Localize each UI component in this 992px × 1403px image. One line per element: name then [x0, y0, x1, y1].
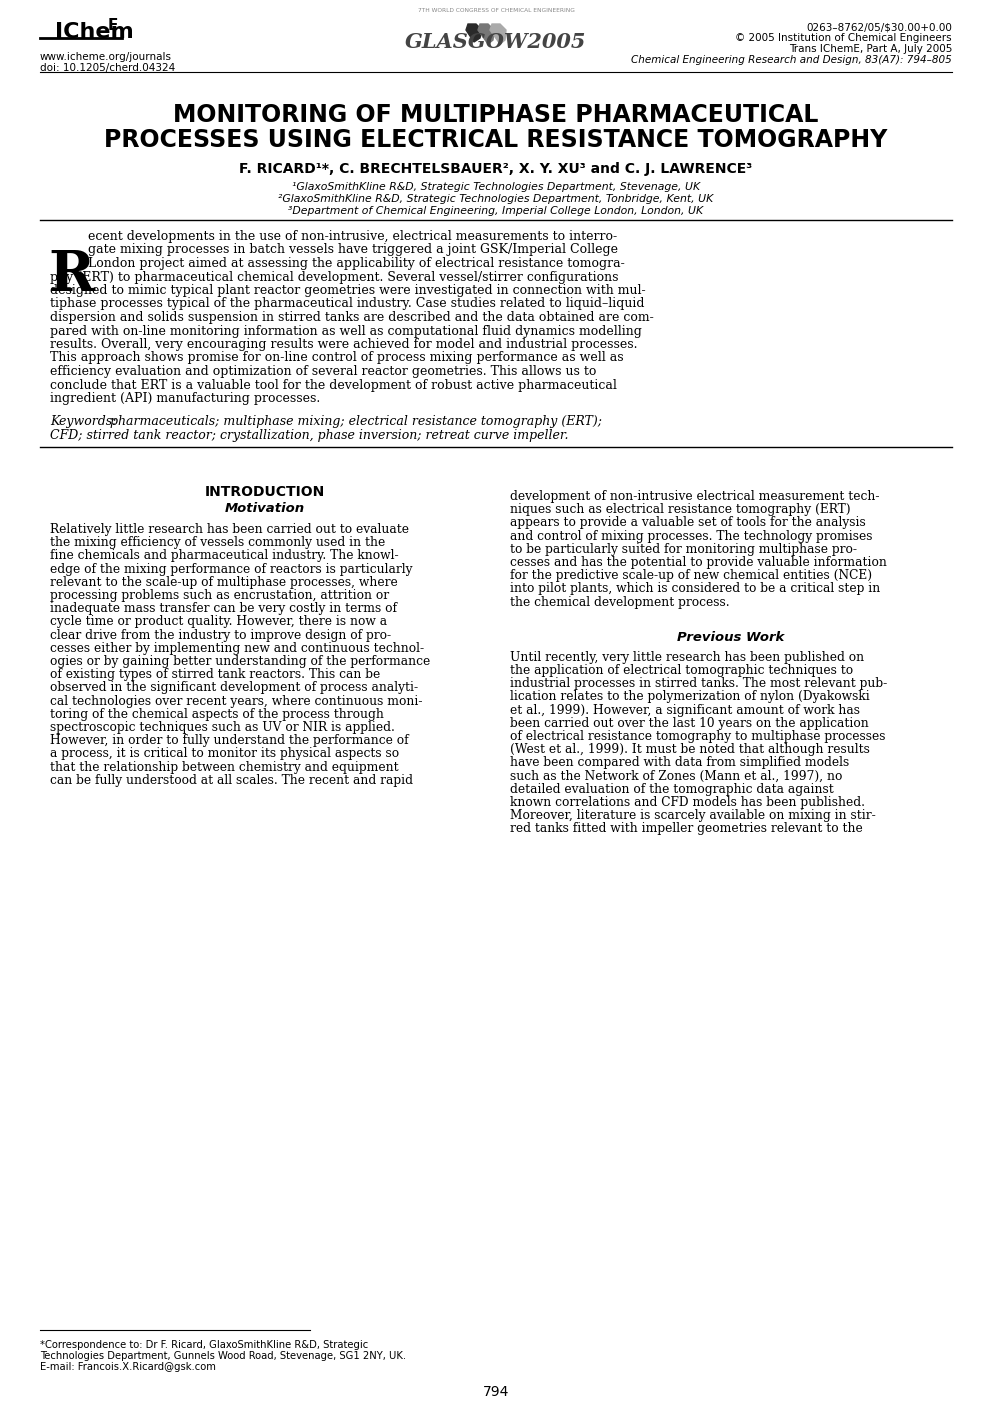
Text: ²GlaxoSmithKline R&D, Strategic Technologies Department, Tonbridge, Kent, UK: ²GlaxoSmithKline R&D, Strategic Technolo…: [279, 194, 713, 203]
Text: This approach shows promise for on-line control of process mixing performance as: This approach shows promise for on-line …: [50, 352, 624, 365]
Text: niques such as electrical resistance tomography (ERT): niques such as electrical resistance tom…: [510, 504, 850, 516]
Polygon shape: [490, 24, 506, 43]
Text: detailed evaluation of the tomographic data against: detailed evaluation of the tomographic d…: [510, 783, 833, 796]
Text: that the relationship between chemistry and equipment: that the relationship between chemistry …: [50, 760, 399, 773]
Text: can be fully understood at all scales. The recent and rapid: can be fully understood at all scales. T…: [50, 774, 413, 787]
Text: Motivation: Motivation: [225, 502, 306, 515]
Text: development of non-intrusive electrical measurement tech-: development of non-intrusive electrical …: [510, 490, 880, 504]
Text: conclude that ERT is a valuable tool for the development of robust active pharma: conclude that ERT is a valuable tool for…: [50, 379, 617, 391]
Text: results. Overall, very encouraging results were achieved for model and industria: results. Overall, very encouraging resul…: [50, 338, 638, 351]
Text: *Correspondence to: Dr F. Ricard, GlaxoSmithKline R&D, Strategic: *Correspondence to: Dr F. Ricard, GlaxoS…: [40, 1340, 368, 1350]
Text: designed to mimic typical plant reactor geometries were investigated in connecti: designed to mimic typical plant reactor …: [50, 283, 646, 297]
Text: appears to provide a valuable set of tools for the analysis: appears to provide a valuable set of too…: [510, 516, 866, 529]
Text: dispersion and solids suspension in stirred tanks are described and the data obt: dispersion and solids suspension in stir…: [50, 311, 654, 324]
Text: into pilot plants, which is considered to be a critical step in: into pilot plants, which is considered t…: [510, 582, 880, 595]
Text: ³Department of Chemical Engineering, Imperial College London, London, UK: ³Department of Chemical Engineering, Imp…: [289, 206, 703, 216]
Text: London project aimed at assessing the applicability of electrical resistance tom: London project aimed at assessing the ap…: [88, 257, 625, 269]
Text: the application of electrical tomographic techniques to: the application of electrical tomographi…: [510, 664, 853, 678]
Text: for the predictive scale-up of new chemical entities (NCE): for the predictive scale-up of new chemi…: [510, 570, 872, 582]
Text: fine chemicals and pharmaceutical industry. The knowl-: fine chemicals and pharmaceutical indust…: [50, 550, 399, 563]
Text: relevant to the scale-up of multiphase processes, where: relevant to the scale-up of multiphase p…: [50, 575, 398, 589]
Text: ingredient (API) manufacturing processes.: ingredient (API) manufacturing processes…: [50, 391, 320, 405]
Text: efficiency evaluation and optimization of several reactor geometries. This allow: efficiency evaluation and optimization o…: [50, 365, 596, 377]
Text: Previous Work: Previous Work: [678, 631, 785, 644]
Text: 794: 794: [483, 1385, 509, 1399]
Text: PROCESSES USING ELECTRICAL RESISTANCE TOMOGRAPHY: PROCESSES USING ELECTRICAL RESISTANCE TO…: [104, 128, 888, 152]
Text: gate mixing processes in batch vessels have triggered a joint GSK/Imperial Colle: gate mixing processes in batch vessels h…: [88, 244, 618, 257]
Text: ogies or by gaining better understanding of the performance: ogies or by gaining better understanding…: [50, 655, 431, 668]
Text: F. RICARD¹*, C. BRECHTELSBAUER², X. Y. XU³ and C. J. LAWRENCE³: F. RICARD¹*, C. BRECHTELSBAUER², X. Y. X…: [239, 161, 753, 175]
Text: processing problems such as encrustation, attrition or: processing problems such as encrustation…: [50, 589, 389, 602]
Text: 7TH WORLD CONGRESS OF CHEMICAL ENGINEERING: 7TH WORLD CONGRESS OF CHEMICAL ENGINEERI…: [418, 8, 574, 13]
Text: of existing types of stirred tank reactors. This can be: of existing types of stirred tank reacto…: [50, 668, 380, 682]
Text: ¹GlaxoSmithKline R&D, Strategic Technologies Department, Stevenage, UK: ¹GlaxoSmithKline R&D, Strategic Technolo…: [292, 182, 700, 192]
Text: pared with on-line monitoring information as well as computational fluid dynamic: pared with on-line monitoring informatio…: [50, 324, 642, 338]
Polygon shape: [478, 24, 494, 43]
Text: Until recently, very little research has been published on: Until recently, very little research has…: [510, 651, 864, 664]
Text: the chemical development process.: the chemical development process.: [510, 596, 730, 609]
Text: cal technologies over recent years, where continuous moni-: cal technologies over recent years, wher…: [50, 694, 423, 707]
Text: (West et al., 1999). It must be noted that although results: (West et al., 1999). It must be noted th…: [510, 744, 870, 756]
Text: toring of the chemical aspects of the process through: toring of the chemical aspects of the pr…: [50, 707, 384, 721]
Text: the mixing efficiency of vessels commonly used in the: the mixing efficiency of vessels commonl…: [50, 536, 385, 549]
Text: been carried out over the last 10 years on the application: been carried out over the last 10 years …: [510, 717, 869, 730]
Text: cesses and has the potential to provide valuable information: cesses and has the potential to provide …: [510, 556, 887, 570]
Text: et al., 1999). However, a significant amount of work has: et al., 1999). However, a significant am…: [510, 703, 860, 717]
Text: inadequate mass transfer can be very costly in terms of: inadequate mass transfer can be very cos…: [50, 602, 397, 615]
Text: spectroscopic techniques such as UV or NIR is applied.: spectroscopic techniques such as UV or N…: [50, 721, 395, 734]
Text: red tanks fitted with impeller geometries relevant to the: red tanks fitted with impeller geometrie…: [510, 822, 863, 835]
Text: However, in order to fully understand the performance of: However, in order to fully understand th…: [50, 734, 409, 748]
Text: 0263–8762/05/$30.00+0.00: 0263–8762/05/$30.00+0.00: [806, 22, 952, 32]
Text: phy (ERT) to pharmaceutical chemical development. Several vessel/stirrer configu: phy (ERT) to pharmaceutical chemical dev…: [50, 271, 618, 283]
Text: of electrical resistance tomography to multiphase processes: of electrical resistance tomography to m…: [510, 730, 886, 744]
Text: edge of the mixing performance of reactors is particularly: edge of the mixing performance of reacto…: [50, 563, 413, 575]
Text: and control of mixing processes. The technology promises: and control of mixing processes. The tec…: [510, 529, 873, 543]
Text: E-mail: Francois.X.Ricard@gsk.com: E-mail: Francois.X.Ricard@gsk.com: [40, 1362, 216, 1372]
Text: pharmaceuticals; multiphase mixing; electrical resistance tomography (ERT);: pharmaceuticals; multiphase mixing; elec…: [110, 415, 602, 428]
Text: E: E: [108, 18, 118, 34]
Text: Relatively little research has been carried out to evaluate: Relatively little research has been carr…: [50, 523, 409, 536]
Text: lication relates to the polymerization of nylon (Dyakowski: lication relates to the polymerization o…: [510, 690, 870, 703]
Text: ecent developments in the use of non-intrusive, electrical measurements to inter: ecent developments in the use of non-int…: [88, 230, 617, 243]
Text: Chemical Engineering Research and Design, 83(A7): 794–805: Chemical Engineering Research and Design…: [631, 55, 952, 65]
Text: MONITORING OF MULTIPHASE PHARMACEUTICAL: MONITORING OF MULTIPHASE PHARMACEUTICAL: [174, 102, 818, 128]
Text: INTRODUCTION: INTRODUCTION: [205, 485, 325, 499]
Text: such as the Network of Zones (Mann et al., 1997), no: such as the Network of Zones (Mann et al…: [510, 770, 842, 783]
Text: GLASGOW2005: GLASGOW2005: [406, 32, 586, 52]
Text: cycle time or product quality. However, there is now a: cycle time or product quality. However, …: [50, 616, 387, 629]
Text: clear drive from the industry to improve design of pro-: clear drive from the industry to improve…: [50, 629, 391, 641]
Text: Technologies Department, Gunnels Wood Road, Stevenage, SG1 2NY, UK.: Technologies Department, Gunnels Wood Ro…: [40, 1351, 406, 1361]
Text: Keywords:: Keywords:: [50, 415, 116, 428]
Polygon shape: [466, 24, 482, 42]
Text: R: R: [48, 248, 94, 303]
Text: Trans IChemE, Part A, July 2005: Trans IChemE, Part A, July 2005: [789, 43, 952, 53]
Text: doi: 10.1205/cherd.04324: doi: 10.1205/cherd.04324: [40, 63, 176, 73]
Text: © 2005 Institution of Chemical Engineers: © 2005 Institution of Chemical Engineers: [735, 34, 952, 43]
Text: Moreover, literature is scarcely available on mixing in stir-: Moreover, literature is scarcely availab…: [510, 810, 876, 822]
Text: to be particularly suited for monitoring multiphase pro-: to be particularly suited for monitoring…: [510, 543, 857, 556]
Text: CFD; stirred tank reactor; crystallization, phase inversion; retreat curve impel: CFD; stirred tank reactor; crystallizati…: [50, 429, 568, 442]
Text: IChem: IChem: [55, 22, 134, 42]
Text: www.icheme.org/journals: www.icheme.org/journals: [40, 52, 172, 62]
Text: cesses either by implementing new and continuous technol-: cesses either by implementing new and co…: [50, 641, 425, 655]
Text: tiphase processes typical of the pharmaceutical industry. Case studies related t: tiphase processes typical of the pharmac…: [50, 297, 645, 310]
Text: have been compared with data from simplified models: have been compared with data from simpli…: [510, 756, 849, 769]
Text: industrial processes in stirred tanks. The most relevant pub-: industrial processes in stirred tanks. T…: [510, 678, 887, 690]
Text: a process, it is critical to monitor its physical aspects so: a process, it is critical to monitor its…: [50, 748, 399, 760]
Text: known correlations and CFD models has been published.: known correlations and CFD models has be…: [510, 796, 865, 810]
Text: observed in the significant development of process analyti-: observed in the significant development …: [50, 682, 418, 694]
